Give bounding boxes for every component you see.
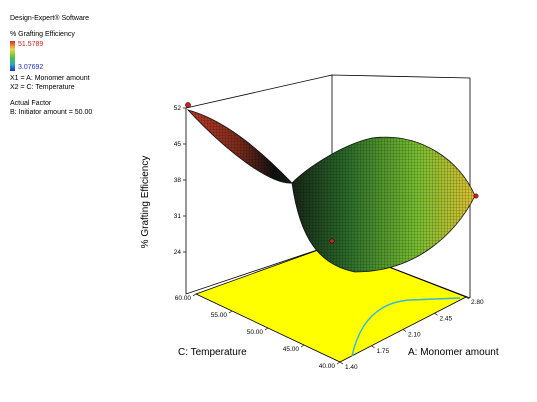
x-tick-label: 1.40 <box>345 364 358 371</box>
y-axis-label: C: Temperature <box>178 347 247 358</box>
y-tick-label: 40.00 <box>319 363 336 370</box>
x-tick-label: 2.10 <box>408 332 421 339</box>
surface-mesh <box>188 110 475 272</box>
design-point <box>329 238 335 244</box>
z-tick-label: 31 <box>174 213 182 220</box>
legend-panel: Design-Expert® Software % Grafting Effic… <box>10 14 92 117</box>
actual-factor-value: B: Initiator amount = 50.00 <box>10 109 93 116</box>
axis-tick <box>336 361 341 365</box>
colorbar-min: 3.07692 <box>18 64 44 71</box>
axis-tick <box>264 327 269 331</box>
y-tick-label: 45.00 <box>283 346 300 353</box>
axis-tick <box>339 361 344 365</box>
colorbar: 51.5789 3.07692 <box>10 41 92 71</box>
box-top-edge <box>185 74 333 109</box>
factor-x1: X1 = A: Monomer amount <box>10 75 90 82</box>
z-axis-label: % Grafting Efficiency <box>140 156 151 249</box>
axis-tick <box>371 345 375 349</box>
response-surface <box>186 109 476 273</box>
axis-tick <box>402 329 407 332</box>
x-tick-label: 2.80 <box>471 299 484 306</box>
axis-tick <box>300 344 305 348</box>
axis-tick <box>228 310 233 314</box>
z-tick-label: 52 <box>174 105 182 112</box>
software-name: Design-Expert® Software <box>10 15 90 22</box>
axis-tick <box>434 312 438 316</box>
x-axis-label: A: Monomer amount <box>408 347 499 358</box>
design-point <box>473 193 479 199</box>
y-tick-label: 55.00 <box>211 312 228 319</box>
design-point <box>185 102 191 108</box>
factor-x2: X2 = C: Temperature <box>10 84 75 91</box>
response-title: % Grafting Efficiency <box>10 31 75 38</box>
z-tick-label: 24 <box>174 249 182 256</box>
z-tick-label: 45 <box>174 141 182 148</box>
actual-factor-title: Actual Factor <box>10 100 52 107</box>
axis-tick <box>465 296 470 300</box>
axis-tick <box>192 293 197 297</box>
y-tick-label: 50.00 <box>247 329 264 336</box>
z-tick-label: 38 <box>174 177 182 184</box>
y-tick-label: 60.00 <box>175 295 192 302</box>
colorbar-gradient <box>10 41 15 71</box>
x-tick-label: 2.45 <box>440 315 453 322</box>
colorbar-max: 51.5789 <box>18 41 44 48</box>
floor-contour <box>351 297 461 357</box>
x-tick-label: 1.75 <box>377 348 390 355</box>
